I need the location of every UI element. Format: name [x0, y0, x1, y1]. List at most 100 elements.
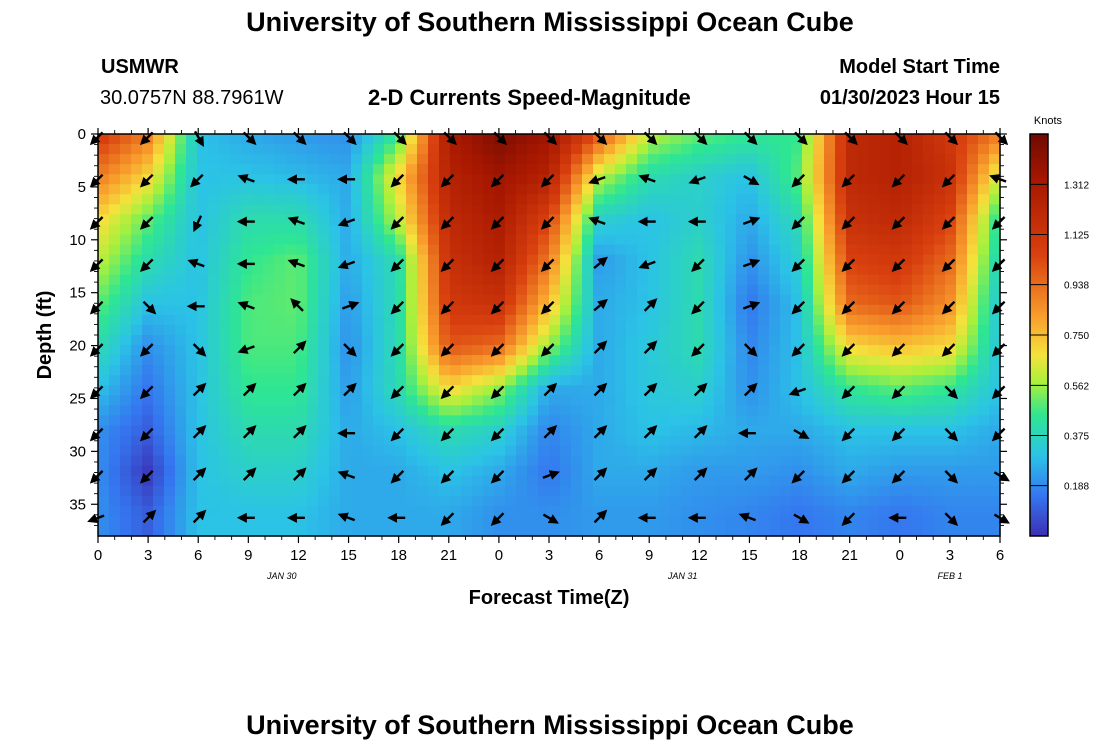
- current-arrow: [490, 470, 505, 484]
- heatmap-cell: [835, 214, 847, 226]
- heatmap-cell: [329, 365, 341, 376]
- heatmap-cell: [648, 214, 660, 226]
- heatmap-cell: [615, 254, 627, 266]
- heatmap-cell: [197, 395, 209, 406]
- heatmap-cell: [505, 515, 517, 527]
- heatmap-cell: [516, 345, 528, 356]
- heatmap-cell: [428, 515, 440, 527]
- heatmap-cell: [670, 365, 682, 376]
- heatmap-cell: [593, 244, 605, 256]
- heatmap-cell: [527, 164, 539, 175]
- heatmap-cell: [802, 365, 814, 376]
- heatmap-cell: [164, 515, 176, 527]
- heatmap-cell: [802, 134, 814, 145]
- current-arrow: [542, 513, 559, 524]
- heatmap-cell: [230, 264, 242, 276]
- heatmap-cell: [362, 304, 374, 316]
- heatmap-cell: [967, 365, 979, 376]
- heatmap-cell: [692, 395, 704, 406]
- heatmap-cell: [362, 224, 374, 236]
- heatmap-cell: [120, 164, 132, 175]
- heatmap-cell: [780, 445, 792, 457]
- heatmap-cell: [252, 335, 264, 346]
- current-arrow: [390, 343, 405, 357]
- heatmap-cell: [98, 164, 110, 175]
- heatmap-cell: [208, 284, 220, 296]
- heatmap-cell: [208, 314, 220, 326]
- heatmap-cell: [626, 355, 638, 366]
- heatmap-cell: [153, 224, 165, 236]
- heatmap-cell: [956, 495, 968, 507]
- heatmap-cell: [835, 515, 847, 527]
- heatmap-cell: [252, 174, 264, 185]
- heatmap-cell: [439, 495, 451, 507]
- heatmap-cell: [780, 505, 792, 517]
- heatmap-cell: [791, 154, 803, 165]
- heatmap-cell: [780, 224, 792, 236]
- heatmap-cell: [219, 435, 231, 447]
- current-arrow: [593, 382, 608, 397]
- heatmap-cell: [505, 495, 517, 507]
- heatmap-cell: [98, 455, 110, 467]
- heatmap-cell: [956, 284, 968, 296]
- heatmap-cell: [197, 525, 209, 537]
- heatmap-cell: [571, 415, 583, 427]
- heatmap-cell: [384, 244, 396, 256]
- heatmap-cell: [780, 164, 792, 175]
- heatmap-cell: [395, 525, 407, 537]
- heatmap-cell: [923, 335, 935, 346]
- current-arrow: [440, 385, 455, 400]
- heatmap-cell: [263, 224, 275, 236]
- heatmap-cell: [131, 254, 143, 266]
- heatmap-cell: [417, 365, 429, 376]
- heatmap-cell: [274, 264, 286, 276]
- heatmap-cell: [615, 395, 627, 406]
- heatmap-cell: [560, 385, 572, 396]
- heatmap-cell: [560, 304, 572, 316]
- heatmap-cell: [813, 274, 825, 286]
- heatmap-cell: [637, 204, 649, 215]
- heatmap-cell: [417, 194, 429, 205]
- colorbar-tick-label: 0.750: [1064, 331, 1089, 342]
- heatmap-cell: [582, 154, 594, 165]
- heatmap-cell: [791, 495, 803, 507]
- heatmap-cell: [428, 184, 440, 195]
- heatmap-cell: [296, 154, 308, 165]
- heatmap-cell: [604, 214, 616, 226]
- heatmap-cell: [318, 244, 330, 256]
- heatmap-cell: [879, 324, 891, 336]
- heatmap-cell: [131, 164, 143, 175]
- current-arrow: [292, 340, 307, 355]
- heatmap-cell: [956, 174, 968, 185]
- heatmap-cell: [186, 425, 198, 437]
- heatmap-cell: [692, 365, 704, 376]
- heatmap-cell: [142, 415, 154, 427]
- heatmap-cell: [450, 425, 462, 437]
- heatmap-cell: [901, 375, 913, 386]
- heatmap-cell: [857, 154, 869, 165]
- heatmap-cell: [538, 505, 550, 517]
- heatmap-cell: [879, 144, 891, 155]
- heatmap-cell: [175, 244, 187, 256]
- heatmap-cell: [571, 525, 583, 537]
- heatmap-cell: [692, 144, 704, 155]
- heatmap-cell: [153, 214, 165, 226]
- y-tick-label: 35: [69, 496, 86, 513]
- heatmap-cell: [879, 385, 891, 396]
- station-coordinates: 30.0757N 88.7961W: [100, 87, 284, 109]
- heatmap-cell: [736, 465, 748, 477]
- heatmap-cell: [747, 144, 759, 155]
- heatmap-cell: [945, 314, 957, 326]
- heatmap-cell: [230, 274, 242, 286]
- heatmap-cell: [505, 294, 517, 306]
- heatmap-cell: [846, 294, 858, 306]
- heatmap-cell: [263, 515, 275, 527]
- heatmap-cell: [219, 314, 231, 326]
- heatmap-cell: [230, 525, 242, 537]
- heatmap-row: [98, 455, 1001, 467]
- heatmap-cell: [527, 335, 539, 346]
- heatmap-cell: [901, 345, 913, 356]
- heatmap-cell: [582, 465, 594, 477]
- heatmap-cell: [285, 355, 297, 366]
- heatmap-cell: [538, 515, 550, 527]
